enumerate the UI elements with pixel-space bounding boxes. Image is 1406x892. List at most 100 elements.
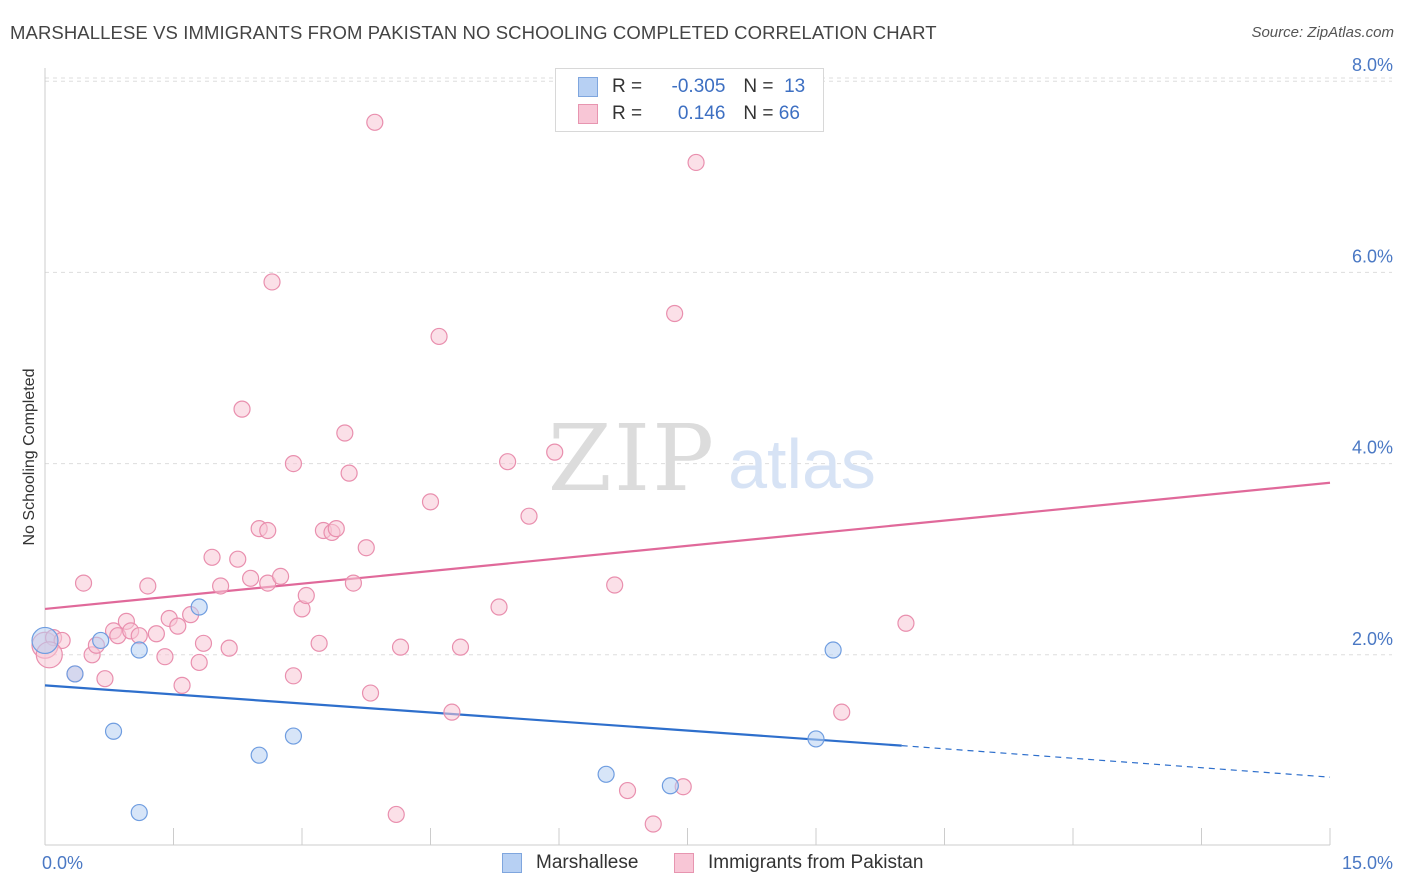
data-point (242, 569, 260, 587)
legend-row-marshallese: R = -0.305 N = 13 (578, 74, 805, 100)
data-point (194, 634, 213, 652)
legend-swatch-marshallese (578, 77, 598, 97)
data-point (173, 676, 191, 694)
series-legend: Marshallese Immigrants from Pakistan (0, 852, 1406, 876)
data-point (130, 627, 148, 645)
legend-n-label: N = (743, 76, 774, 97)
trend-line-0 (44, 684, 902, 747)
data-point (66, 665, 84, 683)
data-point (130, 641, 148, 659)
data-point (229, 550, 247, 568)
data-point (340, 464, 358, 482)
data-point (443, 703, 461, 721)
data-point (250, 746, 268, 764)
data-point (190, 598, 208, 616)
data-point (130, 803, 148, 822)
legend-r-value: 0.146 (677, 103, 726, 124)
data-point (430, 327, 448, 346)
data-point (391, 638, 410, 656)
y-tick-label: 2.0% (1352, 629, 1393, 649)
data-point (271, 567, 290, 586)
legend-swatch-pakistan (674, 853, 694, 873)
y-tick-label: 6.0% (1352, 246, 1393, 266)
y-tick-label: 8.0% (1352, 55, 1393, 75)
data-points (31, 113, 915, 833)
watermark-zip: ZIP (548, 405, 716, 512)
data-point (666, 304, 684, 323)
data-point (190, 653, 208, 672)
data-point (31, 626, 59, 655)
data-point (259, 521, 277, 540)
legend-label-pakistan: Immigrants from Pakistan (708, 852, 924, 873)
chart-title: MARSHALLESE VS IMMIGRANTS FROM PAKISTAN … (10, 22, 937, 43)
source-label: Source: ZipAtlas.com (1251, 24, 1394, 41)
data-point (366, 113, 384, 131)
legend-row-pakistan: R = 0.146 N = 66 (578, 101, 800, 127)
correlation-legend: R = -0.305 N = 13 R = 0.146 N = 66 (555, 68, 824, 132)
legend-r-value: -0.305 (671, 76, 726, 97)
data-point (344, 574, 362, 592)
data-point (169, 617, 187, 635)
legend-r-label: R = (612, 76, 643, 97)
data-point (833, 703, 851, 721)
legend-swatch-pakistan (578, 104, 598, 124)
legend-n-value: 66 (778, 103, 800, 124)
data-point (644, 815, 662, 833)
data-point (499, 453, 517, 471)
legend-swatch-marshallese (502, 853, 522, 873)
data-point (451, 638, 470, 656)
data-point (387, 805, 405, 824)
data-point (284, 727, 303, 745)
trend-lines (44, 481, 1331, 778)
y-axis-label: No Schooling Completed (21, 369, 38, 546)
data-point (361, 684, 380, 702)
legend-r-label: R = (612, 103, 643, 124)
data-point (490, 598, 508, 616)
data-point (520, 507, 538, 525)
y-tick-label: 4.0% (1352, 438, 1393, 458)
legend-label-marshallese: Marshallese (536, 852, 639, 873)
watermark-atlas: atlas (728, 425, 876, 503)
data-point (284, 455, 303, 473)
data-point (263, 273, 281, 291)
x-tick-label: 0.0% (42, 853, 83, 873)
tick-labels: 2.0% 4.0% 6.0% 8.0% 0.0% 15.0% (42, 55, 1393, 873)
grid-lines (45, 77, 1392, 656)
data-point (156, 648, 174, 666)
data-point (661, 777, 679, 795)
data-point (807, 730, 825, 748)
data-point (139, 577, 157, 595)
data-point (327, 520, 345, 538)
data-point (74, 574, 93, 592)
data-point (92, 631, 110, 650)
legend-item-pakistan: Immigrants from Pakistan (674, 852, 923, 874)
axes (44, 68, 1331, 846)
data-point (897, 614, 915, 632)
data-point (233, 400, 251, 418)
data-point (203, 548, 221, 566)
data-point (824, 641, 842, 659)
x-tick-label: 15.0% (1342, 853, 1393, 873)
trend-line-dashed-0 (901, 745, 1331, 778)
data-point (147, 625, 165, 643)
legend-n-label: N = (743, 103, 774, 124)
legend-n-value: 13 (784, 76, 806, 97)
data-point (606, 576, 624, 594)
data-point (96, 670, 114, 688)
data-point (212, 577, 230, 595)
data-point (336, 424, 354, 442)
data-point (546, 443, 564, 461)
trend-line-1 (44, 481, 1331, 611)
data-point (220, 639, 238, 657)
data-point (618, 781, 637, 800)
legend-item-marshallese: Marshallese (502, 852, 638, 874)
data-point (687, 153, 705, 172)
data-point (104, 722, 123, 740)
data-point (297, 586, 315, 605)
data-point (357, 539, 375, 557)
data-point (421, 493, 440, 511)
data-point (310, 634, 328, 652)
data-point (284, 667, 303, 685)
data-point (597, 765, 615, 783)
